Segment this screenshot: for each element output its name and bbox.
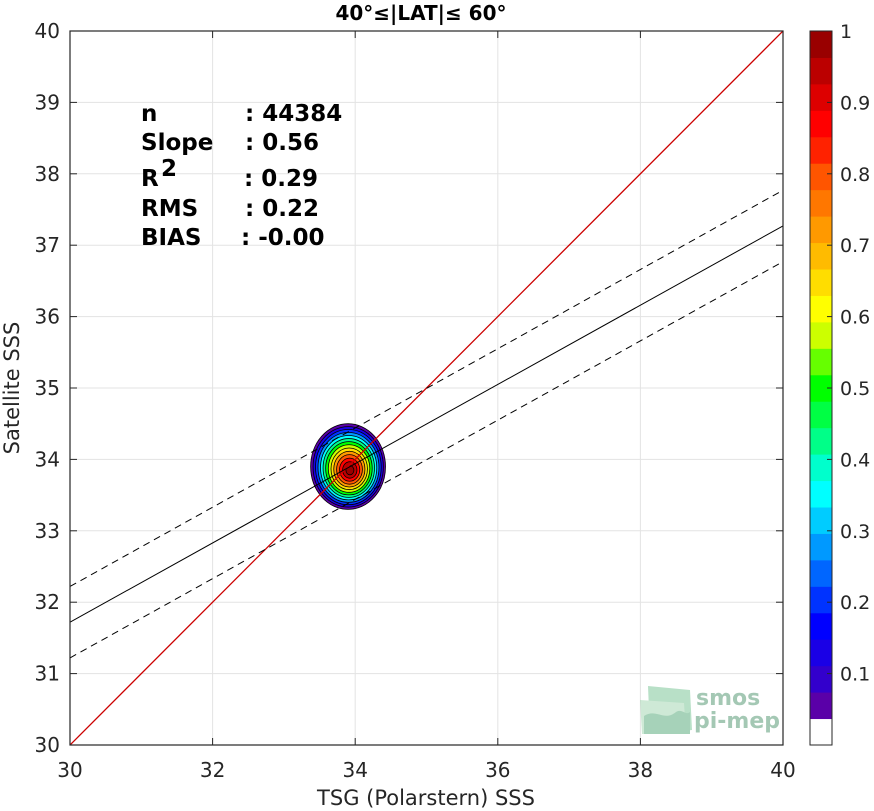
y-tick-label: 40 [35, 19, 60, 43]
colorbar-tick-label: 0.4 [840, 449, 870, 471]
colorbar-tick-label: 1 [840, 21, 852, 43]
stat-value: : 0.22 [245, 196, 319, 222]
colorbar-swatch [810, 692, 832, 720]
colorbar-swatch [810, 269, 832, 296]
colorbar-tick-label: 0.5 [840, 378, 870, 400]
y-tick-label: 31 [35, 662, 60, 686]
colorbar-swatch [810, 480, 832, 508]
y-tick-label: 33 [35, 519, 60, 543]
y-tick-label: 32 [35, 590, 60, 614]
colorbar-swatch [810, 401, 832, 429]
regression-line [70, 225, 783, 623]
colorbar-swatch [810, 31, 832, 58]
y-tick-label: 30 [35, 733, 60, 757]
colorbar-tick-label: 0.3 [840, 521, 870, 543]
y-tick-label: 35 [35, 376, 60, 400]
stat-label: BIAS [141, 225, 201, 251]
y-tick-label: 36 [35, 305, 60, 329]
regression-upper-line [70, 189, 783, 587]
colorbar: 0.1 0.2 0.3 0.4 0.5 0.6 0.7 0.8 0.9 1 [809, 21, 870, 746]
y-axis-ticks: 30 31 32 33 34 35 36 37 38 39 40 [35, 19, 783, 757]
colorbar-swatch [810, 427, 832, 455]
y-tick-label: 39 [35, 90, 60, 114]
colorbar-swatch [810, 665, 832, 693]
stat-label: n [141, 101, 157, 127]
colorbar-tick-label: 0.7 [840, 235, 870, 257]
colorbar-swatch [810, 559, 832, 587]
smos-pi-mep-logo: smos pi-mep [640, 686, 780, 734]
colorbar-swatch [810, 718, 832, 746]
chart-title: 40°≤|LAT|≤ 60° [335, 1, 506, 25]
colorbar-tick-label: 0.1 [840, 664, 870, 686]
x-tick-label: 38 [628, 758, 653, 782]
x-axis-label: TSG (Polarstern) SSS [316, 786, 535, 810]
x-tick-label: 36 [485, 758, 510, 782]
stat-label: RMS [141, 196, 198, 222]
colorbar-swatch [810, 83, 832, 111]
colorbar-swatch [810, 348, 832, 376]
regression-lower-line [70, 261, 783, 659]
colorbar-swatch [810, 612, 832, 640]
colorbar-swatch [810, 507, 832, 534]
fit-lines [70, 31, 783, 745]
y-tick-label: 38 [35, 162, 60, 186]
stat-superscript: 2 [161, 156, 177, 182]
x-tick-label: 30 [57, 758, 82, 782]
colorbar-swatch [810, 136, 832, 164]
svg-text:pi-mep: pi-mep [694, 709, 780, 734]
colorbar-swatch [810, 110, 832, 138]
svg-text:smos: smos [696, 686, 760, 711]
colorbar-swatch [810, 295, 832, 323]
x-tick-label: 40 [770, 758, 795, 782]
colorbar-swatch [810, 639, 832, 667]
colorbar-swatch [810, 189, 832, 217]
colorbar-tick-label: 0.9 [840, 92, 870, 114]
stat-value: : 0.56 [245, 130, 319, 156]
colorbar-swatch [810, 321, 832, 349]
colorbar-swatch [810, 586, 832, 614]
x-axis-ticks: 30 32 34 36 38 40 [57, 31, 796, 782]
colorbar-swatch [810, 163, 832, 191]
stat-label: Slope [141, 130, 213, 156]
y-axis-label: Satellite SSS [0, 322, 24, 455]
stat-label: R [141, 166, 159, 192]
colorbar-swatch [810, 533, 832, 561]
colorbar-swatch [810, 57, 832, 85]
stat-value: : 44384 [245, 101, 342, 127]
x-tick-label: 34 [342, 758, 367, 782]
stats-box: n : 44384 Slope : 0.56 R 2 : 0.29 RMS : 0.22 BIAS… [141, 101, 342, 251]
stat-value: : 0.29 [244, 166, 318, 192]
y-tick-label: 37 [35, 233, 60, 257]
colorbar-swatch [810, 216, 832, 244]
x-tick-label: 32 [200, 758, 225, 782]
stat-value: : -0.00 [241, 225, 325, 251]
colorbar-tick-label: 0.2 [840, 592, 870, 614]
colorbar-tick-label: 0.8 [840, 164, 870, 186]
colorbar-swatch [810, 454, 832, 482]
y-tick-label: 34 [35, 447, 60, 471]
colorbar-tick-label: 0.6 [840, 307, 870, 329]
colorbar-swatch [810, 374, 832, 402]
colorbar-swatch [810, 242, 832, 270]
